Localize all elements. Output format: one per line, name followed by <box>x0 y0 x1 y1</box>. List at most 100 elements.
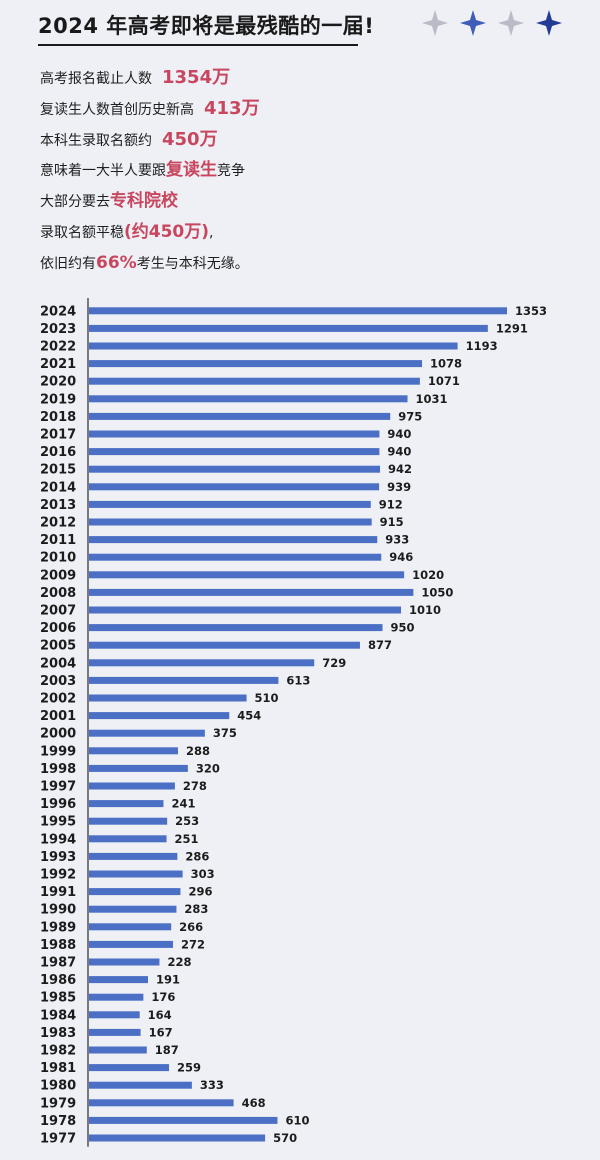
bar <box>89 1046 147 1054</box>
data-label: 266 <box>179 920 203 934</box>
bar <box>89 307 507 315</box>
bar <box>89 800 164 808</box>
data-label: 278 <box>183 779 207 793</box>
bar <box>89 1028 141 1036</box>
bar <box>89 870 183 878</box>
page-title: 2024 年高考即将是最残酷的一届! <box>38 14 375 38</box>
bar <box>89 465 381 473</box>
data-label: 915 <box>380 515 404 529</box>
data-label: 288 <box>186 744 210 758</box>
bar <box>89 764 188 772</box>
bar <box>89 1134 266 1142</box>
bar <box>89 395 408 403</box>
data-label: 468 <box>242 1096 266 1110</box>
bar <box>89 342 458 350</box>
fact-label: 录取名额平稳 <box>40 225 124 241</box>
fact-label: 本科生录取名额约 <box>40 133 152 149</box>
data-label: 1031 <box>416 392 448 406</box>
data-label: 228 <box>167 955 191 969</box>
data-label: 940 <box>387 427 411 441</box>
y-tick-label: 2017 <box>40 428 76 443</box>
y-tick-label: 2010 <box>40 551 76 566</box>
data-label: 510 <box>255 691 279 705</box>
y-tick-label: 2007 <box>40 604 76 619</box>
data-label: 191 <box>156 973 180 987</box>
fact-label: 依旧约有 <box>40 256 96 272</box>
data-label: 259 <box>177 1061 201 1075</box>
y-tick-label: 1988 <box>40 938 76 953</box>
y-tick-label: 2023 <box>40 322 76 337</box>
bar <box>89 676 279 684</box>
data-label: 167 <box>149 1025 173 1039</box>
fact-compete: 意味着一大半人要跟复读生竞争 <box>40 155 580 186</box>
data-label: 176 <box>151 990 175 1004</box>
bar <box>89 412 391 420</box>
fact-percentage: 依旧约有66%考生与本科无缘。 <box>40 248 580 279</box>
y-tick-label: 2018 <box>40 410 76 425</box>
data-label: 333 <box>200 1078 224 1092</box>
data-label: 1078 <box>430 357 462 371</box>
fact-label: 竞争 <box>217 163 245 179</box>
bar <box>89 888 181 896</box>
bar <box>89 324 488 332</box>
fact-highlight: (约450万) <box>124 222 210 242</box>
y-tick-label: 1999 <box>40 744 76 759</box>
fact-label: 复读生人数首创历史新高 <box>40 102 194 118</box>
data-label: 1291 <box>496 321 528 335</box>
fact-highlight: 66% <box>96 253 137 273</box>
bar <box>89 729 205 737</box>
bar <box>89 747 178 755</box>
bar <box>89 694 247 702</box>
star-icon <box>536 10 562 36</box>
y-tick-label: 1978 <box>40 1114 76 1129</box>
y-tick-label: 1983 <box>40 1026 76 1041</box>
y-tick-label: 1987 <box>40 956 76 971</box>
y-tick-label: 2016 <box>40 445 76 460</box>
data-label: 1193 <box>466 339 498 353</box>
bar <box>89 1116 278 1124</box>
data-label: 877 <box>368 638 392 652</box>
data-label: 241 <box>171 797 195 811</box>
y-tick-label: 1986 <box>40 973 76 988</box>
data-label: 1020 <box>412 568 444 582</box>
data-label: 286 <box>185 849 209 863</box>
bar <box>89 712 230 720</box>
bar <box>89 835 167 843</box>
y-tick-label: 2006 <box>40 621 76 636</box>
bar <box>89 1099 234 1107</box>
bar <box>89 817 168 825</box>
y-tick-label: 1980 <box>40 1079 76 1094</box>
data-label: 164 <box>148 1008 172 1022</box>
y-tick-label: 2024 <box>40 304 76 319</box>
bar <box>89 940 174 948</box>
y-tick-label: 2002 <box>40 692 76 707</box>
bar <box>89 624 383 632</box>
y-tick-label: 2021 <box>40 357 76 372</box>
bar <box>89 993 144 1001</box>
bar <box>89 536 378 544</box>
fact-value: 1354万 <box>162 67 231 88</box>
fact-repeaters: 复读生人数首创历史新高 413万 <box>40 93 580 124</box>
fact-highlight: 复读生 <box>166 160 217 180</box>
fact-label: 高考报名截止人数 <box>40 71 152 87</box>
star-icon <box>422 10 448 36</box>
y-tick-label: 1993 <box>40 850 76 865</box>
bar-chart: 2024 1353 2023 1291 2022 1193 2021 1078 2020 1071… <box>40 298 547 1147</box>
bar <box>89 641 360 649</box>
bar <box>89 377 420 385</box>
y-tick-label: 1979 <box>40 1096 76 1111</box>
y-tick-label: 2022 <box>40 340 76 355</box>
data-label: 1071 <box>428 374 460 388</box>
data-label: 303 <box>191 867 215 881</box>
y-tick-label: 2013 <box>40 498 76 513</box>
y-tick-label: 1994 <box>40 832 76 847</box>
fact-value: 413万 <box>204 98 260 119</box>
y-tick-label: 2003 <box>40 674 76 689</box>
bar <box>89 1011 140 1019</box>
data-label: 1010 <box>409 603 441 617</box>
bar <box>89 1081 192 1089</box>
y-tick-label: 2000 <box>40 727 76 742</box>
facts-list: 高考报名截止人数 1354万 复读生人数首创历史新高 413万 本科生录取名额约 45… <box>40 62 580 279</box>
data-label: 454 <box>237 709 261 723</box>
data-label: 940 <box>387 445 411 459</box>
